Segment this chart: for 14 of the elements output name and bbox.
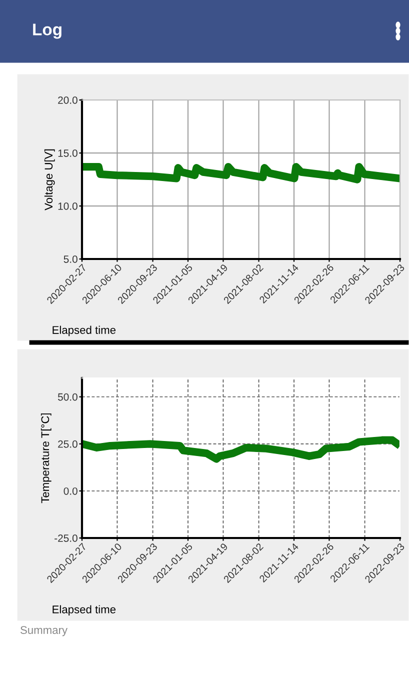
text: Summary	[20, 626, 68, 636]
y-tick-label: 5.0	[64, 256, 78, 263]
y-tick-label: 0.0	[64, 487, 78, 495]
y-tick-label: 25.0	[58, 440, 78, 448]
y-tick-label: 20.0	[58, 96, 78, 104]
y-tick-label: 15.0	[58, 150, 78, 157]
chart-title: Log	[33, 24, 62, 39]
y-tick-label: -25.0	[54, 534, 78, 542]
y-axis-title: Temperature T[°C]	[40, 413, 52, 504]
y-tick-label: 50.0	[58, 393, 78, 401]
x-axis-title: Elapsed time	[52, 605, 116, 616]
y-axis-title: Voltage U[V]	[44, 149, 55, 210]
y-tick-label: 10.0	[58, 202, 78, 210]
x-axis-title: Elapsed time	[52, 326, 116, 336]
